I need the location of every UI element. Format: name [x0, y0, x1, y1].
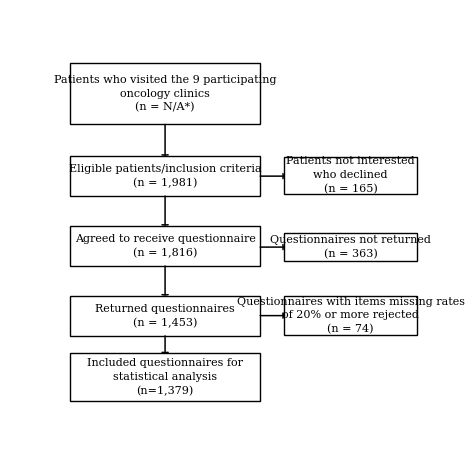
FancyBboxPatch shape — [70, 353, 260, 400]
FancyBboxPatch shape — [284, 233, 417, 262]
Text: Returned questionnaires
(n = 1,453): Returned questionnaires (n = 1,453) — [95, 304, 235, 328]
FancyBboxPatch shape — [70, 296, 260, 336]
Text: Agreed to receive questionnaire
(n = 1,816): Agreed to receive questionnaire (n = 1,8… — [75, 234, 255, 258]
Text: Questionnaires with items missing rates
of 20% or more rejected
(n = 74): Questionnaires with items missing rates … — [237, 297, 465, 335]
Text: Patients who visited the 9 participating
oncology clinics
(n = N/A*): Patients who visited the 9 participating… — [54, 75, 276, 113]
FancyBboxPatch shape — [284, 296, 417, 335]
Text: Questionnaires not returned
(n = 363): Questionnaires not returned (n = 363) — [270, 235, 431, 259]
FancyBboxPatch shape — [70, 226, 260, 266]
FancyBboxPatch shape — [70, 156, 260, 196]
Text: Included questionnaires for
statistical analysis
(n=1,379): Included questionnaires for statistical … — [87, 358, 243, 396]
FancyBboxPatch shape — [284, 157, 417, 193]
Text: Patients not interested
who declined
(n = 165): Patients not interested who declined (n … — [287, 157, 415, 194]
FancyBboxPatch shape — [70, 63, 260, 124]
Text: Eligible patients/inclusion criteria
(n = 1,981): Eligible patients/inclusion criteria (n … — [69, 164, 261, 188]
